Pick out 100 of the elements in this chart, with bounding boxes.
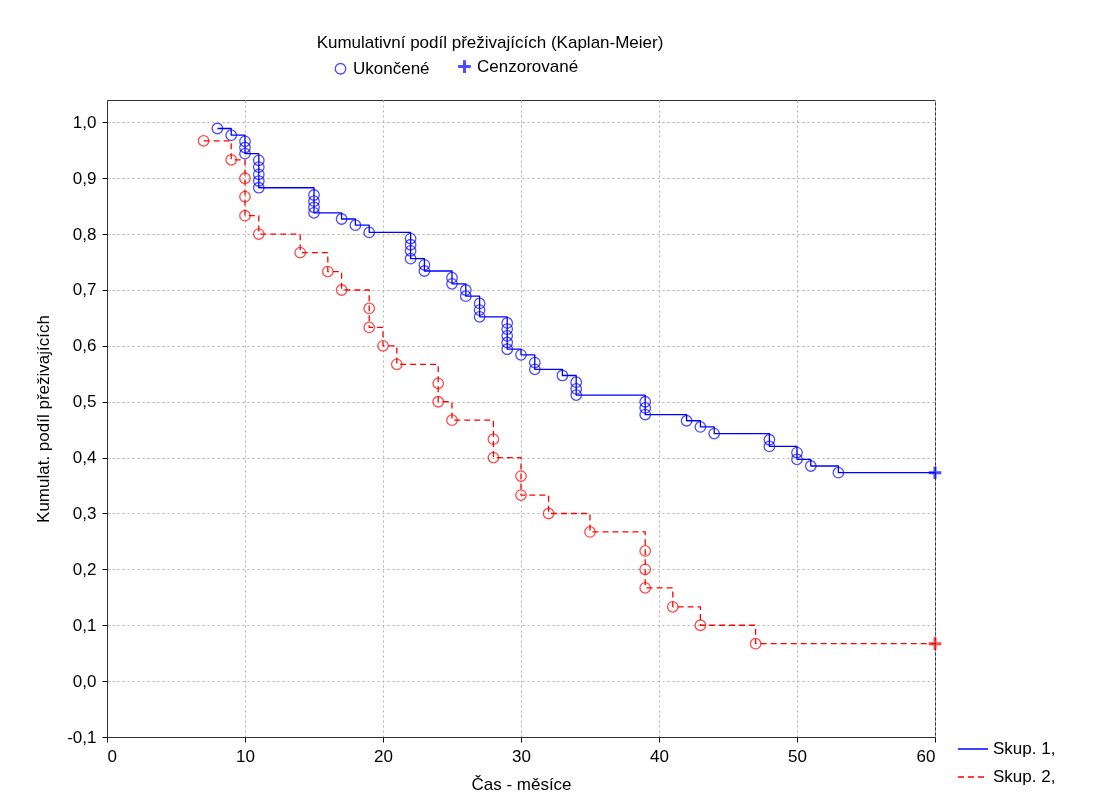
x-tick-label: 60 (916, 746, 936, 766)
x-tick-label: 10 (236, 746, 255, 766)
y-tick-label: 0,6 (72, 336, 97, 356)
x-tick-label: 40 (650, 746, 669, 766)
legend-label: Skup. 2, (993, 767, 1056, 786)
x-tick-label: 20 (374, 746, 393, 766)
point (377, 339, 389, 352)
point (211, 122, 224, 135)
point (791, 453, 803, 466)
point (363, 226, 376, 239)
point (404, 252, 417, 265)
point (252, 175, 265, 187)
point (432, 377, 445, 390)
y-tick-label: 0,8 (72, 224, 97, 244)
point (390, 358, 403, 371)
point (501, 317, 514, 329)
point (404, 232, 417, 245)
point (404, 244, 417, 257)
point (749, 637, 762, 650)
y-tick-label: 1,0 (72, 112, 97, 132)
point (335, 213, 348, 225)
point (927, 635, 943, 652)
point (308, 206, 320, 219)
y-tick-label: 0,1 (72, 615, 97, 635)
legend-label: Ukončené (353, 58, 430, 78)
point (487, 433, 500, 446)
point (363, 302, 376, 315)
point (694, 421, 707, 433)
point (239, 190, 251, 203)
point (335, 284, 348, 296)
point (321, 265, 334, 278)
point (252, 168, 265, 181)
point (225, 153, 238, 166)
point (418, 265, 431, 277)
point (639, 408, 652, 421)
point (225, 129, 238, 142)
point (791, 446, 803, 459)
point (446, 277, 458, 290)
point (501, 329, 514, 342)
point (252, 228, 265, 240)
point (308, 201, 320, 214)
point (197, 134, 210, 147)
point (487, 451, 500, 464)
x-tick-label: 30 (512, 746, 531, 766)
y-tick-label: 0,3 (72, 503, 97, 523)
y-tick-label: 0,2 (72, 559, 97, 579)
point (308, 189, 320, 201)
chart-title: Kumulativní podíl přeživajících (Kaplan-Meier) (316, 33, 664, 52)
point (515, 470, 527, 482)
point (239, 147, 251, 160)
point (239, 172, 251, 185)
point (459, 290, 472, 303)
point (308, 195, 320, 208)
point (763, 440, 776, 453)
point (446, 271, 458, 284)
point (708, 427, 721, 440)
point (515, 489, 527, 501)
point (473, 297, 486, 310)
point (501, 343, 514, 356)
point (556, 369, 569, 382)
y-tick-label: 0,7 (72, 280, 97, 300)
point (570, 376, 583, 389)
point (252, 181, 265, 194)
x-tick-label: 0 (107, 746, 117, 766)
y-tick-label: 0,4 (72, 448, 97, 468)
point (446, 414, 458, 427)
point (528, 363, 541, 376)
point (763, 433, 776, 446)
y-tick-label: 0,5 (72, 392, 97, 412)
point (363, 321, 376, 334)
point (239, 141, 251, 154)
point (418, 258, 431, 271)
point (239, 209, 251, 222)
point (501, 323, 514, 335)
y-tick-label: -0,1 (67, 727, 97, 747)
point (542, 507, 555, 520)
point (804, 460, 817, 472)
point (639, 395, 652, 408)
point (666, 600, 679, 613)
point (639, 563, 652, 576)
point (639, 581, 652, 594)
point (639, 545, 652, 557)
point (694, 619, 707, 632)
point (252, 154, 265, 167)
legend-label: Cenzorované (477, 56, 579, 76)
point (515, 348, 527, 361)
point (501, 336, 514, 349)
y-axis-title: Kumulat. podíl přeživajících (34, 315, 54, 523)
point (473, 304, 486, 316)
point (528, 356, 541, 369)
point (404, 238, 417, 251)
point (432, 395, 445, 408)
point (349, 219, 362, 232)
point (680, 414, 693, 427)
point (294, 246, 307, 259)
point (252, 161, 265, 173)
point (473, 310, 486, 323)
point (927, 464, 943, 481)
x-tick-label: 50 (788, 746, 807, 766)
point (639, 402, 652, 414)
